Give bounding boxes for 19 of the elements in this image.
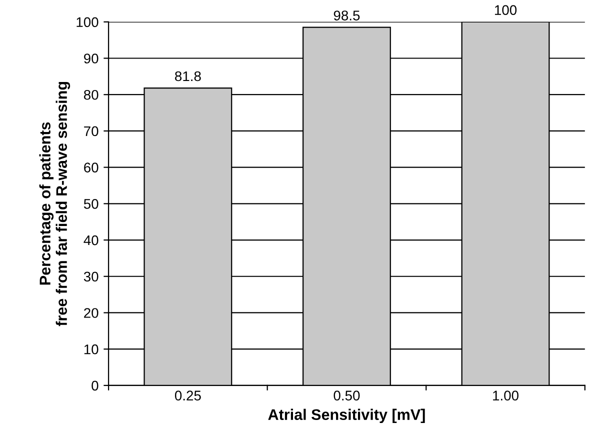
x-tick-label: 1.00	[493, 390, 518, 401]
y-tick-label: 80	[84, 90, 98, 100]
y-tick-label: 90	[84, 54, 98, 64]
data-label: 98.5	[334, 10, 360, 20]
x-tick-label: 0.50	[334, 390, 360, 401]
x-tick-label: 0.25	[174, 390, 201, 401]
data-label: 100	[494, 5, 517, 15]
y-tick-label: 20	[84, 308, 98, 318]
y-tick-label: 70	[84, 126, 98, 136]
y-axis-title: Percentage of patients free from far field R-wave sensing	[39, 82, 70, 326]
y-tick-label: 10	[84, 344, 98, 354]
y-tick-label: 0	[92, 380, 98, 391]
y-tick-label: 30	[84, 272, 98, 282]
x-axis-title: Atrial Sensitivity [mV]	[268, 408, 425, 424]
y-tick-label: 40	[84, 235, 98, 246]
data-label: 81.8	[175, 71, 201, 82]
y-tick-label: 60	[84, 162, 98, 172]
y-tick-label: 50	[84, 199, 98, 209]
y-tick-label: 100	[76, 17, 98, 28]
